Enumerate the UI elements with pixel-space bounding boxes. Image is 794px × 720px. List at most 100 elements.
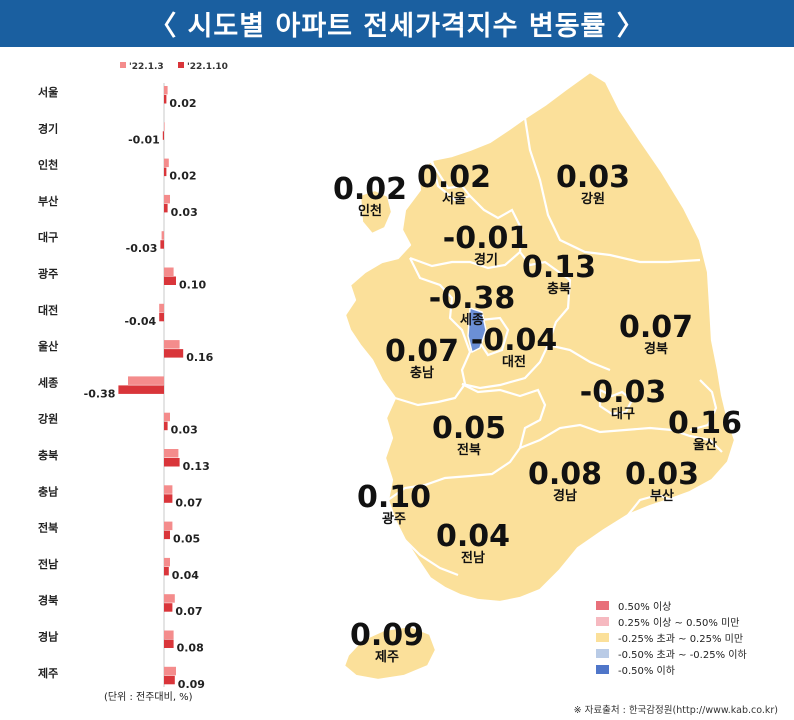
legend-row: -0.50% 이하 [596,661,747,677]
source-note: ※ 자료출처 : 한국감정원(http://www.kab.co.kr) [573,705,778,716]
map-value-label: 0.16 [667,406,743,441]
legend-label: -0.50% 초과 ~ -0.25% 이하 [618,649,747,661]
map-value-label: 0.05 [431,411,507,446]
bar-curr [162,131,164,140]
bar-legend-label: '22.1.10 [187,62,228,72]
legend-label: -0.25% 초과 ~ 0.25% 미만 [618,633,744,645]
category-label: 서울 [38,85,58,99]
bar-chart: '22.1.3 '22.1.10 서울 0.02 경기 -0.01 인천 0.02 부산 0.03… [38,62,228,691]
category-label: 강원 [38,412,58,426]
map-value-label: 0.07 [618,310,694,345]
map-value-label: 0.07 [384,334,460,369]
map-region-name: 충북 [547,282,571,297]
map-value-label: 0.03 [555,160,631,195]
bar-prev [164,485,173,494]
map-region-name: 울산 [693,438,717,453]
map-region-name: 전남 [461,551,485,566]
category-label: 부산 [38,194,58,208]
category-label: 세종 [38,375,58,389]
legend-row: -0.50% 초과 ~ -0.25% 이하 [596,645,747,661]
map-value-label: 0.02 [416,160,492,195]
bar-value-label: 0.16 [186,351,213,364]
bar-curr [160,240,164,249]
bar-value-label: 0.10 [179,279,206,292]
bar-prev [164,594,175,603]
legend-row: 0.25% 이상 ~ 0.50% 미만 [596,613,747,629]
legend-swatch [596,648,609,658]
category-label: 충남 [38,484,58,498]
map-region-name: 인천 [358,204,382,219]
legend-row: 0.50% 이상 [596,597,747,613]
category-label: 경북 [38,593,58,607]
map-region-name: 충남 [410,366,434,381]
bar-curr [164,530,170,540]
bar-curr [164,603,173,612]
map-jeju [342,624,438,682]
map-value-label: 0.04 [435,519,511,554]
bar-curr [164,276,176,285]
map-value-label: 0.02 [332,172,408,207]
bar-value-label: 0.04 [172,569,199,582]
bar-curr [164,494,173,503]
bar-legend-swatch [178,62,184,68]
bar-prev [164,449,179,458]
bar-value-label: 0.07 [175,605,202,618]
legend-row: -0.25% 초과 ~ 0.25% 미만 [596,629,747,645]
bar-legend-label: '22.1.3 [129,62,164,72]
map-region-name: 경북 [644,342,668,357]
map-region-name: 세종 [460,313,484,328]
map-region-name: 경남 [553,489,577,504]
map-value-label: -0.01 [442,221,530,256]
bar-prev [164,340,180,349]
bar-value-label: 0.03 [171,206,198,219]
bar-prev [164,158,169,168]
map-region-name: 대구 [611,407,635,422]
bar-value-label: -0.38 [84,387,116,400]
bar-value-label: -0.03 [126,242,158,255]
bar-value-label: 0.09 [178,678,205,691]
page-title: 〈 시도별 아파트 전세가격지수 변동률 〉 [0,0,794,47]
map-region-name: 광주 [382,512,406,527]
map-region-name: 대전 [502,355,526,370]
bar-prev [164,194,170,204]
map-region-name: 전북 [457,443,481,458]
map-incheon [358,188,394,236]
legend-label: -0.50% 이하 [618,665,675,677]
bar-value-label: 0.03 [171,424,198,437]
bar-curr [164,421,168,431]
bar-legend-swatch [120,62,126,68]
bar-prev [164,86,168,95]
bar-curr [159,312,164,322]
bar-curr [164,458,180,467]
bar-prev [164,557,170,567]
category-label: 제주 [38,666,58,680]
bar-prev [164,267,174,276]
category-label: 경기 [38,121,58,135]
category-label: 충북 [38,448,58,462]
legend-label: 0.25% 이상 ~ 0.50% 미만 [618,617,740,629]
bar-value-label: -0.04 [124,315,156,328]
bar-curr [164,203,168,213]
bar-curr [164,675,175,685]
bar-curr [118,385,164,394]
bar-prev [164,412,170,422]
map-value-label: 0.08 [527,457,603,492]
bar-curr [164,95,167,104]
map-region-name: 서울 [442,192,466,207]
map-value-label: 0.13 [521,250,597,285]
category-label: 울산 [38,339,58,353]
bar-curr [164,566,169,576]
map-region-name: 경기 [474,253,498,268]
bar-prev [161,231,164,240]
bar-prev [164,666,176,676]
unit-note: (단위 : 전주대비, %) [104,692,193,703]
map-value-label: 0.03 [624,457,700,492]
bar-curr [164,639,174,648]
legend-swatch [596,664,609,674]
legend-label: 0.50% 이상 [618,601,672,613]
bar-prev [164,521,173,531]
map-value-label: 0.10 [356,480,432,515]
category-label: 대전 [38,303,58,317]
legend-swatch [596,600,609,610]
legend-swatch [596,616,609,626]
